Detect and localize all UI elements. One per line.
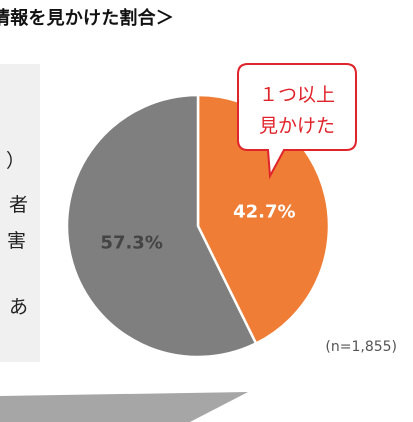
bottom-band-shape	[0, 392, 248, 422]
pie-slice-labels: 42.7% 57.3%	[100, 202, 295, 254]
callout-shape	[237, 63, 357, 180]
side-text-fragment: ）	[6, 150, 26, 172]
callout-bubble: １つ以上 見かけた	[237, 63, 357, 180]
bottom-band	[0, 392, 248, 422]
side-text-fragment: あ	[9, 296, 29, 318]
side-panel	[0, 64, 40, 362]
pie-slices	[65, 93, 331, 359]
pie-slice-label: 42.7%	[233, 202, 295, 223]
pie-slice-label: 57.3%	[100, 232, 162, 253]
callout-line-1: １つ以上	[259, 84, 335, 106]
chart-title: 情報を見かけた割合＞	[0, 8, 174, 29]
sample-size-note: (n=1,855)	[325, 339, 397, 355]
pie-slice	[65, 93, 258, 359]
callout-line-2: 見かけた	[259, 115, 335, 137]
side-text-fragment: 者	[9, 194, 29, 216]
side-text-fragment: 害	[7, 230, 27, 252]
